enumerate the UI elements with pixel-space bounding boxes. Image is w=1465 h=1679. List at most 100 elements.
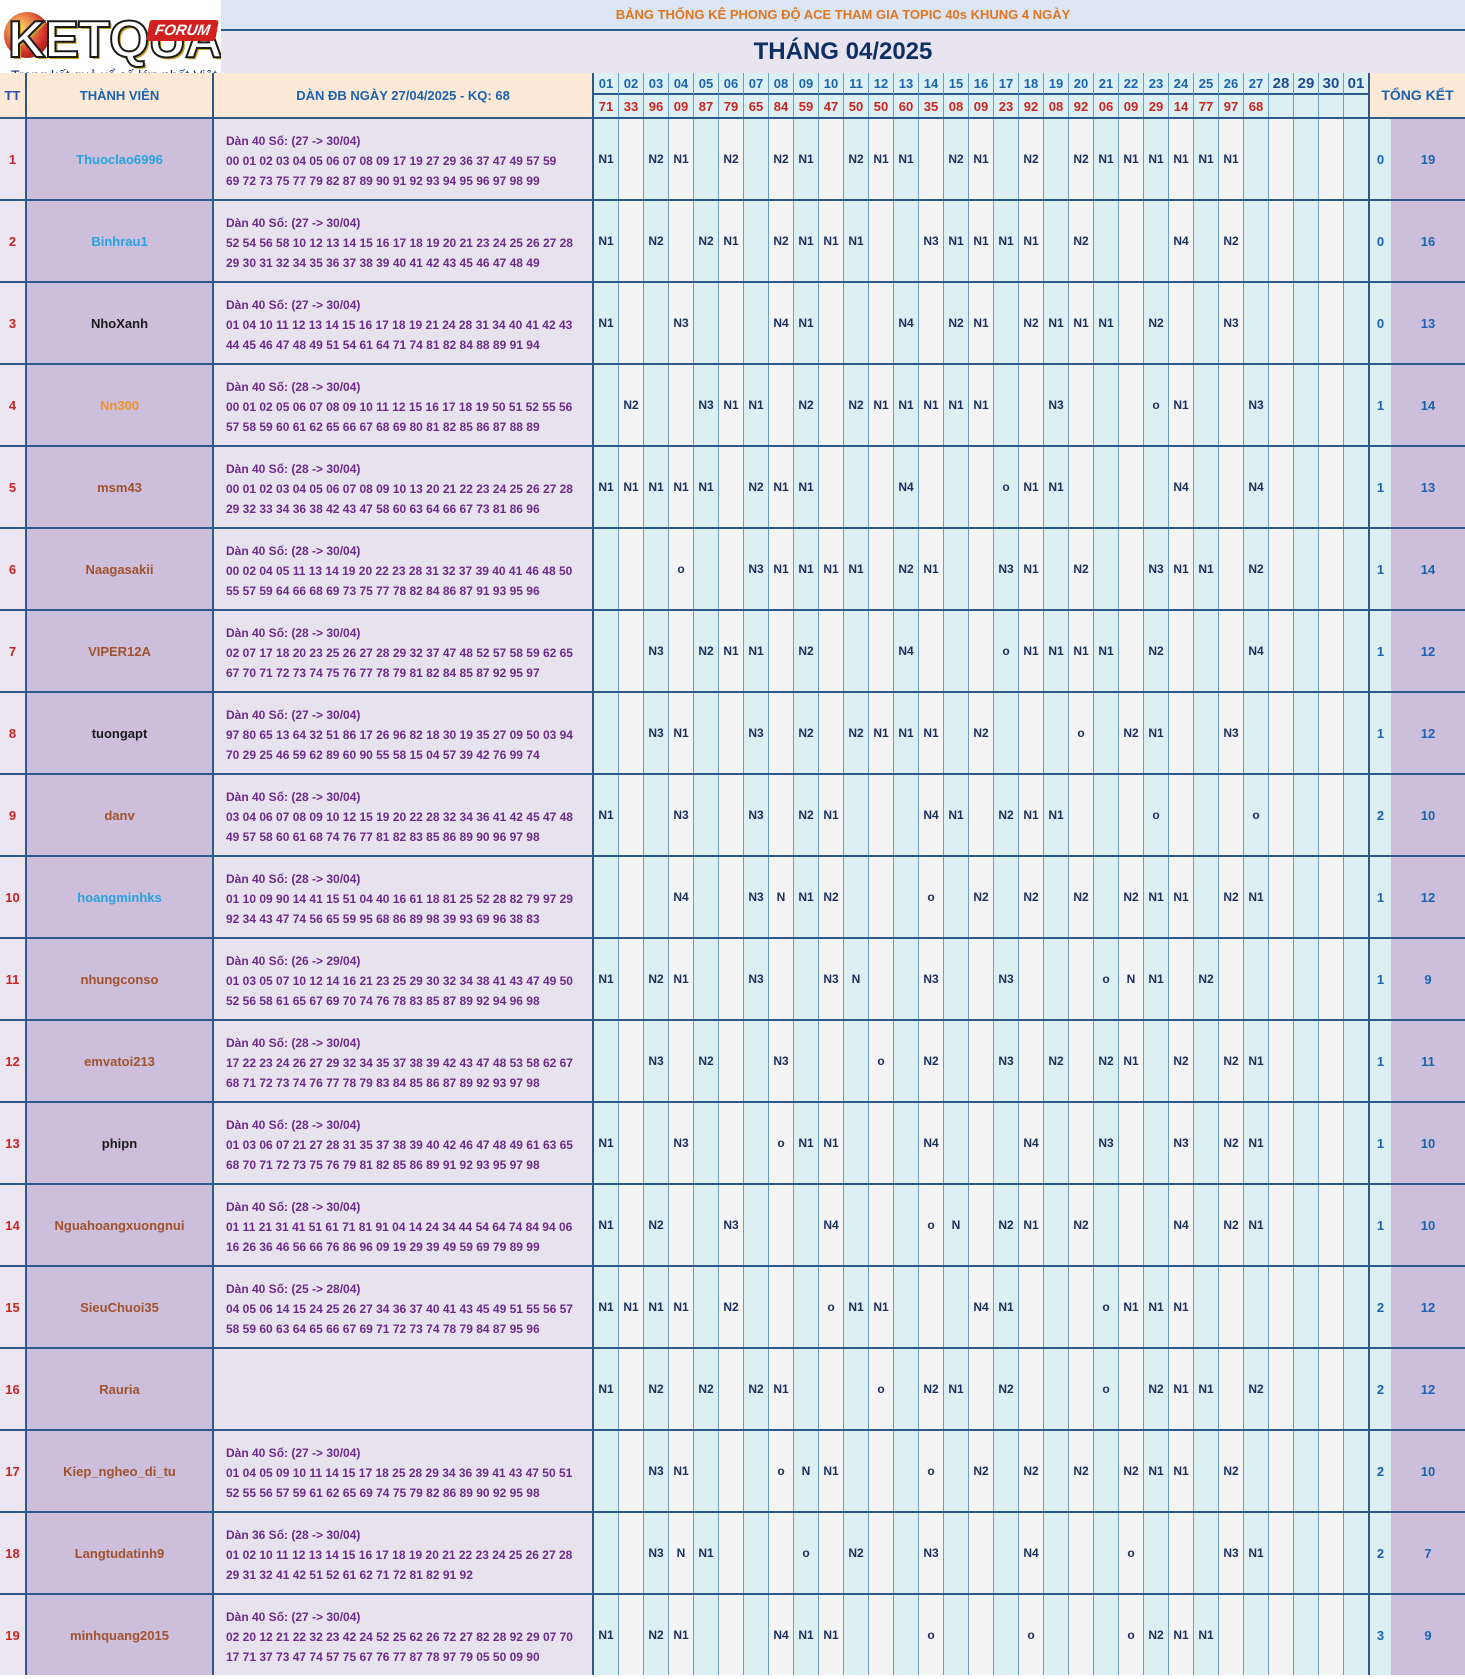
day-mark — [1294, 119, 1319, 199]
day-mark: N1 — [1169, 857, 1194, 937]
day-mark: N1 — [594, 1185, 619, 1265]
member-name[interactable]: Thuoclao6996 — [27, 119, 214, 199]
day-result — [1319, 95, 1344, 117]
day-mark: N1 — [644, 1267, 669, 1347]
day-marks: o N3 N1 N1 N1 N1 N2 N1 N3 N1 N2 N3 N1 N1 N2 — [594, 529, 1369, 609]
day-mark — [619, 201, 644, 281]
member-name[interactable]: danv — [27, 775, 214, 855]
day-mark: N1 — [794, 529, 819, 609]
day-mark — [1319, 1595, 1344, 1675]
member-name[interactable]: hoangminhks — [27, 857, 214, 937]
summary-miss-count: 1 — [1368, 1185, 1391, 1265]
day-mark — [744, 283, 769, 363]
day-mark: N1 — [719, 611, 744, 691]
day-mark: N2 — [1019, 857, 1044, 937]
day-result: 97 — [1219, 95, 1244, 117]
day-mark — [1294, 201, 1319, 281]
day-mark: N3 — [769, 1021, 794, 1101]
day-mark — [1344, 857, 1369, 937]
day-mark — [994, 1103, 1019, 1183]
day-mark — [694, 529, 719, 609]
day-mark — [1269, 119, 1294, 199]
dan-line: Dàn 40 Số: (25 -> 28/04) — [226, 1282, 361, 1296]
day-mark — [794, 1185, 819, 1265]
member-name[interactable]: SieuChuoi35 — [27, 1267, 214, 1347]
table-title: BẢNG THỐNG KÊ PHONG ĐỘ ACE THAM GIA TOPI… — [615, 7, 1071, 22]
day-result — [1269, 95, 1294, 117]
day-mark: N1 — [769, 529, 794, 609]
day-mark — [1119, 447, 1144, 527]
member-name[interactable]: Nguahoangxuongnui — [27, 1185, 214, 1265]
day-mark: N1 — [819, 201, 844, 281]
day-mark — [1294, 1103, 1319, 1183]
member-name[interactable]: tuongapt — [27, 693, 214, 773]
member-name[interactable]: Langtudatinh9 — [27, 1513, 214, 1593]
day-mark: N2 — [1119, 857, 1144, 937]
day-result: 09 — [1119, 95, 1144, 117]
day-mark — [1069, 365, 1094, 445]
day-mark — [1294, 939, 1319, 1019]
member-name[interactable]: phipn — [27, 1103, 214, 1183]
day-mark — [944, 693, 969, 773]
dan-line: 01 03 05 07 10 12 14 16 21 23 25 29 30 3… — [226, 974, 573, 988]
dan-line: 44 45 46 47 48 49 51 54 61 64 71 74 81 8… — [226, 338, 540, 352]
day-mark — [1044, 1103, 1069, 1183]
day-mark — [769, 775, 794, 855]
day-mark — [1069, 1349, 1094, 1429]
day-mark — [1319, 775, 1344, 855]
member-name[interactable]: minhquang2015 — [27, 1595, 214, 1675]
dan-line: 02 07 17 18 20 23 25 26 27 28 29 32 37 4… — [226, 646, 573, 660]
day-mark — [844, 1185, 869, 1265]
day-mark: N1 — [1144, 1267, 1169, 1347]
member-name[interactable]: Kiep_ngheo_di_tu — [27, 1431, 214, 1511]
member-name[interactable]: msm43 — [27, 447, 214, 527]
day-mark — [969, 1021, 994, 1101]
dan-line: Dàn 40 Số: (27 -> 30/04) — [226, 708, 361, 722]
day-mark: o — [1244, 775, 1269, 855]
dan-line: 49 57 58 60 61 68 74 76 77 81 82 83 85 8… — [226, 830, 540, 844]
day-mark: N3 — [719, 1185, 744, 1265]
row-number: 18 — [0, 1513, 27, 1593]
day-mark — [669, 201, 694, 281]
day-mark — [1294, 1513, 1319, 1593]
member-name[interactable]: NhoXanh — [27, 283, 214, 363]
day-mark — [944, 1103, 969, 1183]
day-mark — [1294, 1267, 1319, 1347]
day-mark — [1244, 1431, 1269, 1511]
member-name[interactable]: Binhrau1 — [27, 201, 214, 281]
day-mark — [869, 1513, 894, 1593]
day-mark — [1044, 529, 1069, 609]
day-mark — [1244, 1267, 1269, 1347]
day-mark — [594, 693, 619, 773]
member-name[interactable]: VIPER12A — [27, 611, 214, 691]
member-name[interactable]: Rauria — [27, 1349, 214, 1429]
day-mark — [1294, 693, 1319, 773]
dan-line: Dàn 40 Số: (28 -> 30/04) — [226, 790, 361, 804]
member-name[interactable]: nhungconso — [27, 939, 214, 1019]
day-mark: N1 — [819, 1431, 844, 1511]
table-row: 11 nhungconso Dàn 40 Số: (26 -> 29/04) 01 0… — [0, 937, 1465, 1019]
day-mark — [1094, 1185, 1119, 1265]
day-mark: N3 — [744, 775, 769, 855]
day-number: 19 — [1044, 73, 1069, 95]
day-mark: o — [1094, 1349, 1119, 1429]
day-mark — [1344, 611, 1369, 691]
day-mark: N1 — [919, 693, 944, 773]
day-mark — [1194, 857, 1219, 937]
day-mark — [1244, 693, 1269, 773]
day-mark: N1 — [1169, 365, 1194, 445]
day-mark: N3 — [644, 1431, 669, 1511]
dan-cell: Dàn 40 Số: (28 -> 30/04) 01 10 09 90 14 4… — [214, 857, 594, 937]
day-marks: N1 N2 N1 N2 N2 N1 N2 N1 N1 N2 N1 N2 N2 N1 N1 N1 N1 N1 N1 — [594, 119, 1369, 199]
day-mark — [844, 775, 869, 855]
member-name[interactable]: Naagasakii — [27, 529, 214, 609]
member-name[interactable]: Nn300 — [27, 365, 214, 445]
day-mark — [1044, 939, 1069, 1019]
day-mark: N3 — [994, 1021, 1019, 1101]
day-mark: N1 — [1244, 1513, 1269, 1593]
day-mark: o — [669, 529, 694, 609]
day-mark — [694, 119, 719, 199]
member-name[interactable]: emvatoi213 — [27, 1021, 214, 1101]
day-mark: o — [769, 1431, 794, 1511]
summary-total: 11 — [1391, 1021, 1465, 1101]
